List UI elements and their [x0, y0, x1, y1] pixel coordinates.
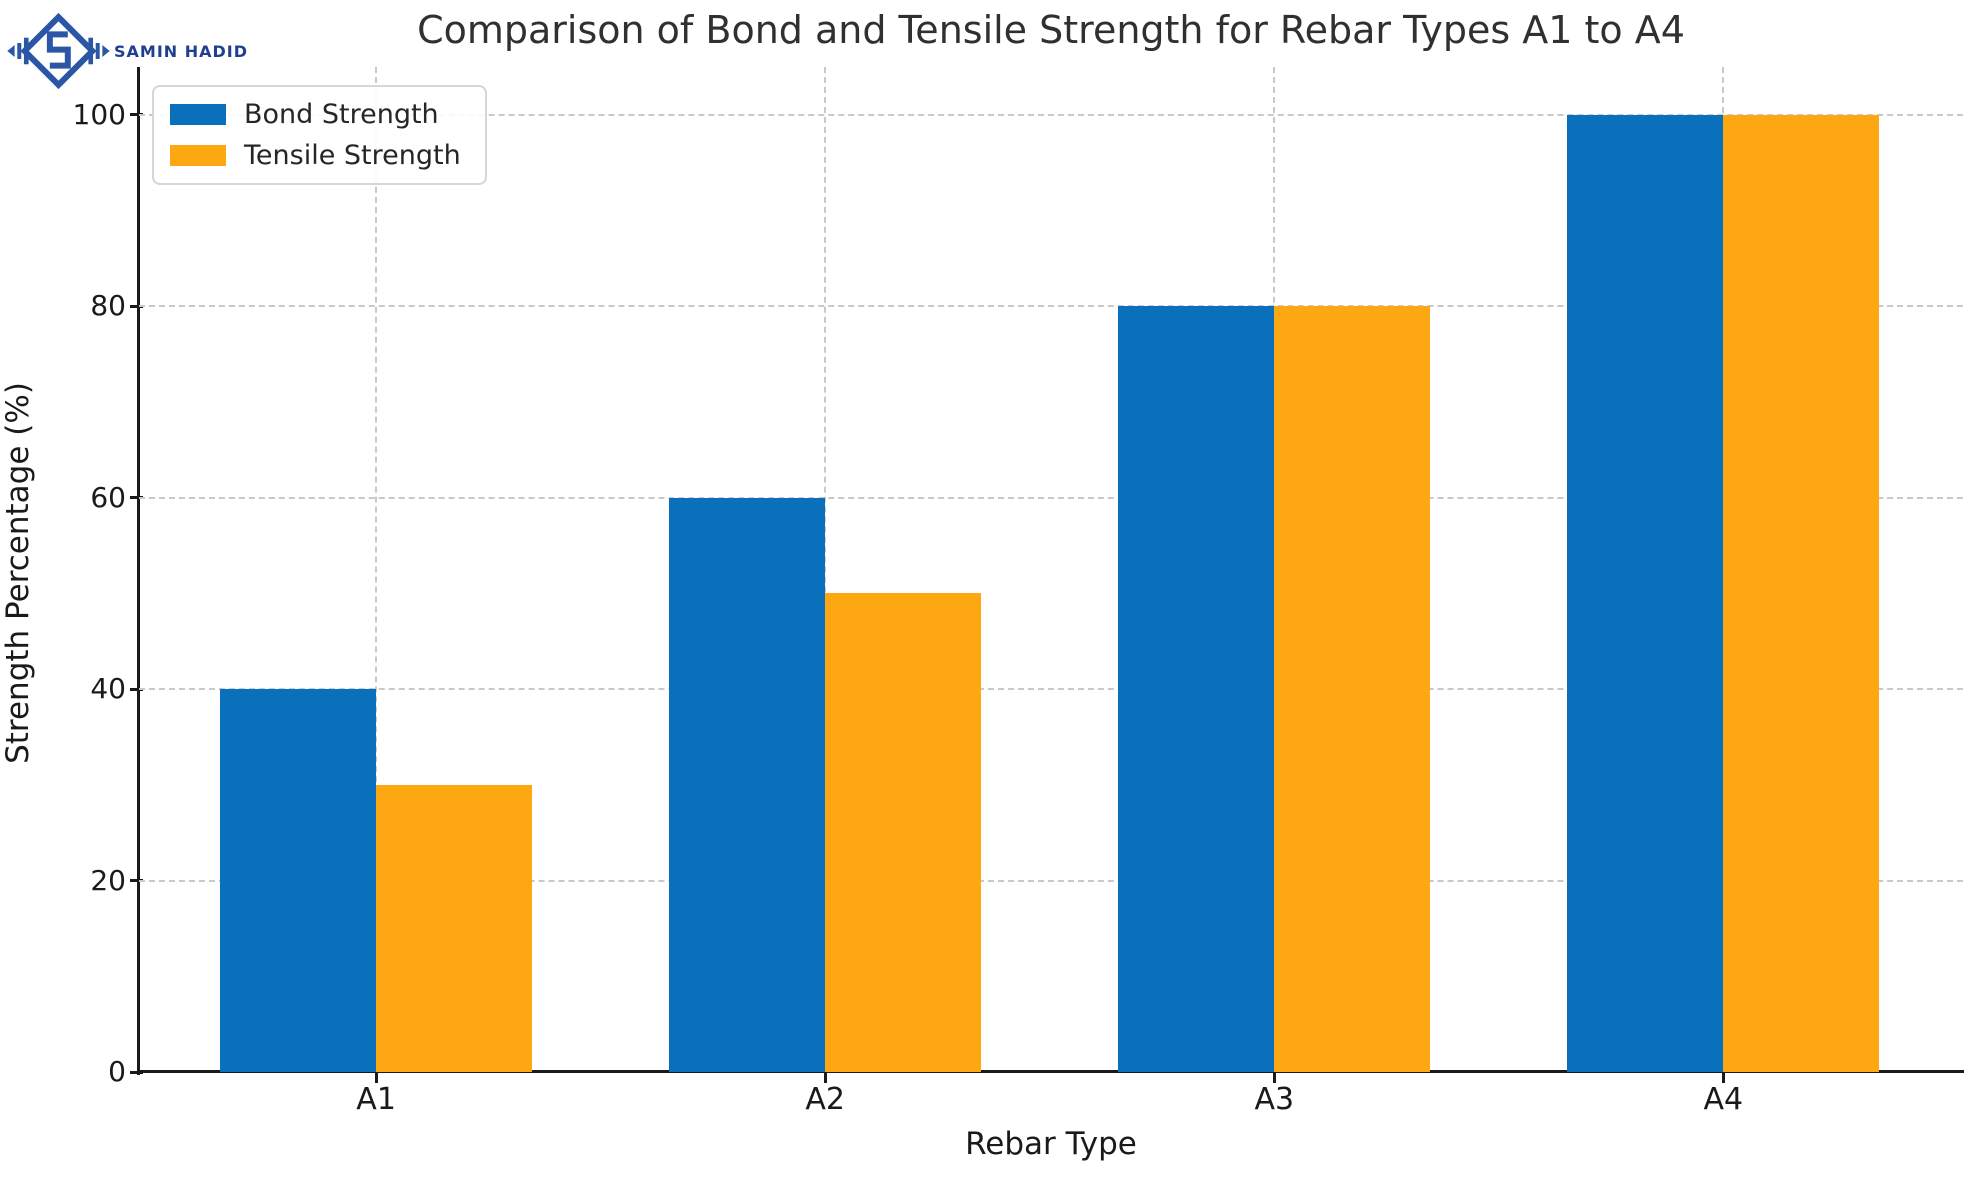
y-tick-label: 0 — [108, 1055, 126, 1088]
y-tick-label: 20 — [90, 863, 126, 897]
y-tick-mark — [130, 687, 143, 691]
h-gridline — [139, 879, 1963, 882]
y-tick-label: 40 — [90, 672, 126, 706]
bond-strength-swatch-icon — [170, 104, 226, 125]
bar-bond-strength-a1 — [220, 689, 377, 1072]
v-gridline — [375, 67, 378, 1072]
bar-tensile-strength-a1 — [376, 784, 533, 1072]
y-tick-label: 100 — [72, 97, 126, 131]
legend-item-tensile: Tensile Strength — [170, 140, 461, 171]
x-tick-label: A4 — [1703, 1082, 1744, 1117]
v-gridline — [824, 67, 827, 1072]
x-tick-label: A1 — [356, 1082, 396, 1117]
x-tick-label: A2 — [805, 1082, 845, 1117]
samin-hadid-logo-icon — [7, 12, 110, 90]
x-tick-mark — [374, 1072, 378, 1083]
h-gridline — [139, 496, 1963, 499]
bar-tensile-strength-a3 — [1274, 306, 1431, 1072]
y-tick-mark — [130, 113, 143, 117]
y-tick-label: 60 — [90, 480, 126, 514]
y-tick-mark — [130, 496, 143, 500]
h-gridline — [139, 113, 1963, 116]
legend-label: Tensile Strength — [244, 140, 461, 171]
x-axis-spine — [137, 1070, 1964, 1073]
x-tick-mark — [1272, 1072, 1276, 1083]
plot-area — [139, 67, 1963, 1072]
bar-bond-strength-a3 — [1118, 306, 1275, 1072]
chart-title: Comparison of Bond and Tensile Strength … — [417, 8, 1685, 52]
x-axis-label: Rebar Type — [965, 1126, 1137, 1162]
y-axis-spine — [137, 67, 140, 1075]
bar-bond-strength-a4 — [1567, 114, 1724, 1072]
h-gridline — [139, 305, 1963, 308]
bar-bond-strength-a2 — [669, 497, 826, 1072]
x-tick-label: A3 — [1254, 1082, 1295, 1117]
y-tick-label: 80 — [90, 289, 126, 323]
legend: Bond Strength Tensile Strength — [152, 85, 487, 185]
bar-tensile-strength-a2 — [825, 593, 982, 1072]
y-axis-label: Strength Percentage (%) — [0, 382, 36, 764]
y-tick-mark — [130, 1070, 143, 1074]
tensile-strength-swatch-icon — [170, 145, 226, 166]
legend-item-bond: Bond Strength — [170, 99, 461, 130]
brand-name: SAMIN HADID — [114, 42, 249, 61]
y-tick-mark — [130, 304, 143, 308]
y-tick-mark — [130, 879, 143, 883]
h-gridline — [139, 688, 1963, 691]
bar-tensile-strength-a4 — [1723, 114, 1880, 1072]
legend-label: Bond Strength — [244, 99, 439, 130]
brand-logo: SAMIN HADID — [6, 2, 247, 112]
x-tick-mark — [823, 1072, 827, 1083]
x-tick-mark — [1721, 1072, 1725, 1083]
